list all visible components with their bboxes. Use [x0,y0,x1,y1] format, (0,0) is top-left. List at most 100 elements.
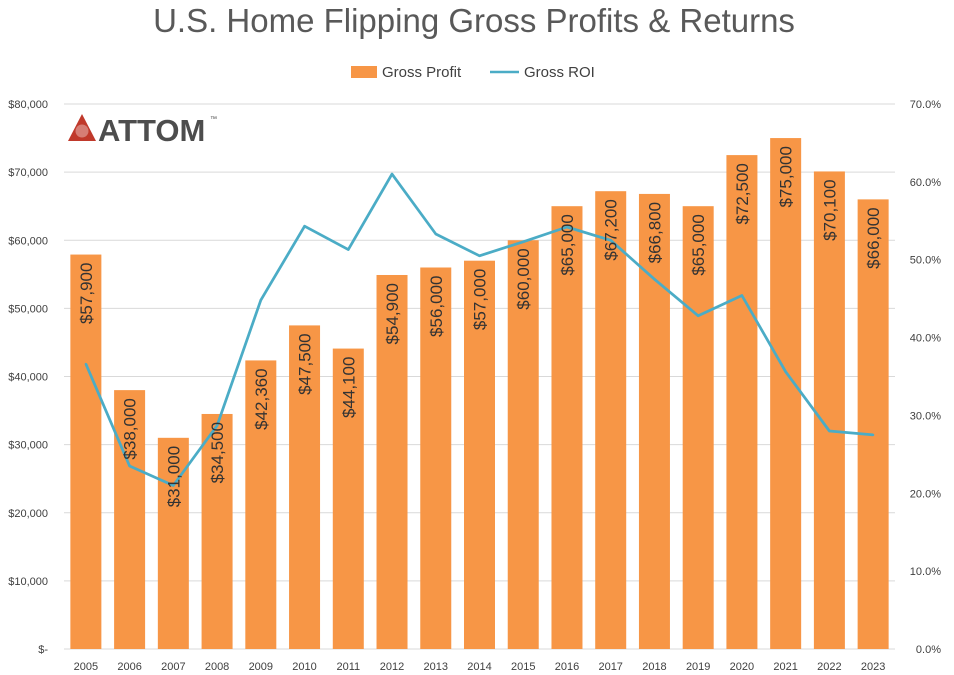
bar-data-label: $65,000 [689,214,708,275]
bar-gross-profit [726,155,758,649]
y-left-tick-label: $10,000 [8,576,48,588]
roi-point [609,239,612,242]
roi-point [653,277,656,281]
roi-point [434,232,437,236]
roi-point [172,484,175,487]
bar-data-label: $31,000 [164,446,183,507]
x-tick-label: 2013 [424,661,448,673]
bar-gross-profit [770,138,802,649]
bar-gross-profit [245,360,277,649]
bar-gross-profit [376,274,408,649]
attom-logo-mark-icon [68,114,96,141]
bar-data-label: $44,100 [339,357,358,418]
y-right-tick-label: 10.0% [910,566,941,578]
bar-gross-profit [507,240,539,649]
y-left-tick-label: $80,000 [8,99,48,111]
bar-data-label: $75,000 [777,146,796,207]
bar-gross-profit [289,325,321,649]
y-right-tick-label: 30.0% [910,410,941,422]
bar-data-label: $57,000 [471,269,490,330]
logo-trademark: ™ [210,116,217,123]
x-tick-label: 2005 [74,661,98,673]
bar-data-label: $70,100 [820,179,839,240]
legend-label-gross-roi: Gross ROI [524,64,595,81]
bar-gross-profit [70,254,102,649]
roi-point [871,433,875,437]
bar-gross-profit [595,191,627,649]
roi-point [215,424,219,427]
x-tick-label: 2023 [861,661,885,673]
x-tick-label: 2018 [642,661,666,673]
x-axis: 2005 2006 2007 2008 2009 2010 2011 2012 2013 2014… [74,661,886,673]
bar-data-label: $54,900 [383,283,402,344]
x-tick-label: 2009 [249,661,273,673]
bar-gross-profit [332,348,364,649]
x-tick-label: 2012 [380,661,404,673]
x-tick-label: 2016 [555,661,579,673]
chart-title: U.S. Home Flipping Gross Profits & Retur… [153,2,795,39]
x-tick-label: 2021 [773,661,797,673]
bars [70,138,889,650]
bar-data-label: $56,000 [427,276,446,337]
y-right-tick-label: 60.0% [910,177,941,189]
y-right-tick-label: 50.0% [910,255,941,267]
legend-label-gross-profit: Gross Profit [382,64,462,81]
y-right-tick-label: 40.0% [910,333,941,345]
roi-point [259,299,263,302]
y-right-tick-label: 70.0% [910,99,941,111]
y-axis-left: $- $10,000 $20,000 $30,000 $40,000 $50,000 $60… [8,99,48,656]
roi-point [565,225,569,229]
y-left-tick-label: $40,000 [8,372,48,384]
x-tick-label: 2020 [730,661,754,673]
logo-triangle-icon [68,114,96,141]
x-tick-label: 2022 [817,661,841,673]
x-tick-label: 2011 [336,661,360,673]
bar-data-label: $47,500 [296,333,315,394]
bar-data-label: $66,000 [864,207,883,268]
bar-data-label: $60,000 [514,248,533,309]
y-left-tick-label: $60,000 [8,235,48,247]
x-tick-label: 2017 [598,661,622,673]
roi-point [696,314,700,317]
x-tick-label: 2014 [467,661,491,673]
y-left-tick-label: $70,000 [8,167,48,179]
y-right-tick-label: 0.0% [916,644,941,656]
bar-data-label: $67,200 [602,199,621,260]
bar-gross-profit [114,390,146,649]
roi-point [784,370,787,374]
roi-point [390,172,394,176]
bar-data-label: $72,500 [733,163,752,224]
y-left-tick-label: $50,000 [8,303,48,315]
x-tick-label: 2006 [117,661,141,673]
roi-point [828,429,831,433]
bar-data-label: $66,800 [645,202,664,263]
bar-data-label: $42,360 [252,368,271,429]
y-left-tick-label: $- [38,644,48,656]
roi-point [128,464,131,468]
bar-gross-profit [682,206,714,649]
bar-gross-profit [857,199,889,649]
legend: Gross Profit Gross ROI [351,64,595,81]
y-left-tick-label: $30,000 [8,440,48,452]
roi-point [740,294,744,297]
bar-gross-profit [464,260,495,649]
logo-globe-icon [75,124,89,138]
roi-point [522,240,525,244]
logo-text: ATTOM [98,113,205,148]
bar-gross-profit [551,206,583,649]
bar-data-labels: $57,900 $38,000 $31,000 $34,500 $42,360 $47,5… [77,146,883,507]
x-tick-label: 2008 [205,661,229,673]
roi-point [347,248,350,251]
x-tick-label: 2010 [292,661,316,673]
x-tick-label: 2015 [511,661,535,673]
bar-gross-profit [420,267,452,649]
y-left-tick-label: $20,000 [8,508,48,520]
legend-swatch-gross-profit [351,66,377,78]
roi-line-layer [84,172,875,487]
bar-gross-profit [813,171,845,649]
y-right-tick-label: 20.0% [910,488,941,500]
roi-point [84,362,88,366]
y-axis-right: 0.0% 10.0% 20.0% 30.0% 40.0% 50.0% 60.0% 70.0% [910,99,941,656]
bar-data-label: $57,900 [77,263,96,324]
